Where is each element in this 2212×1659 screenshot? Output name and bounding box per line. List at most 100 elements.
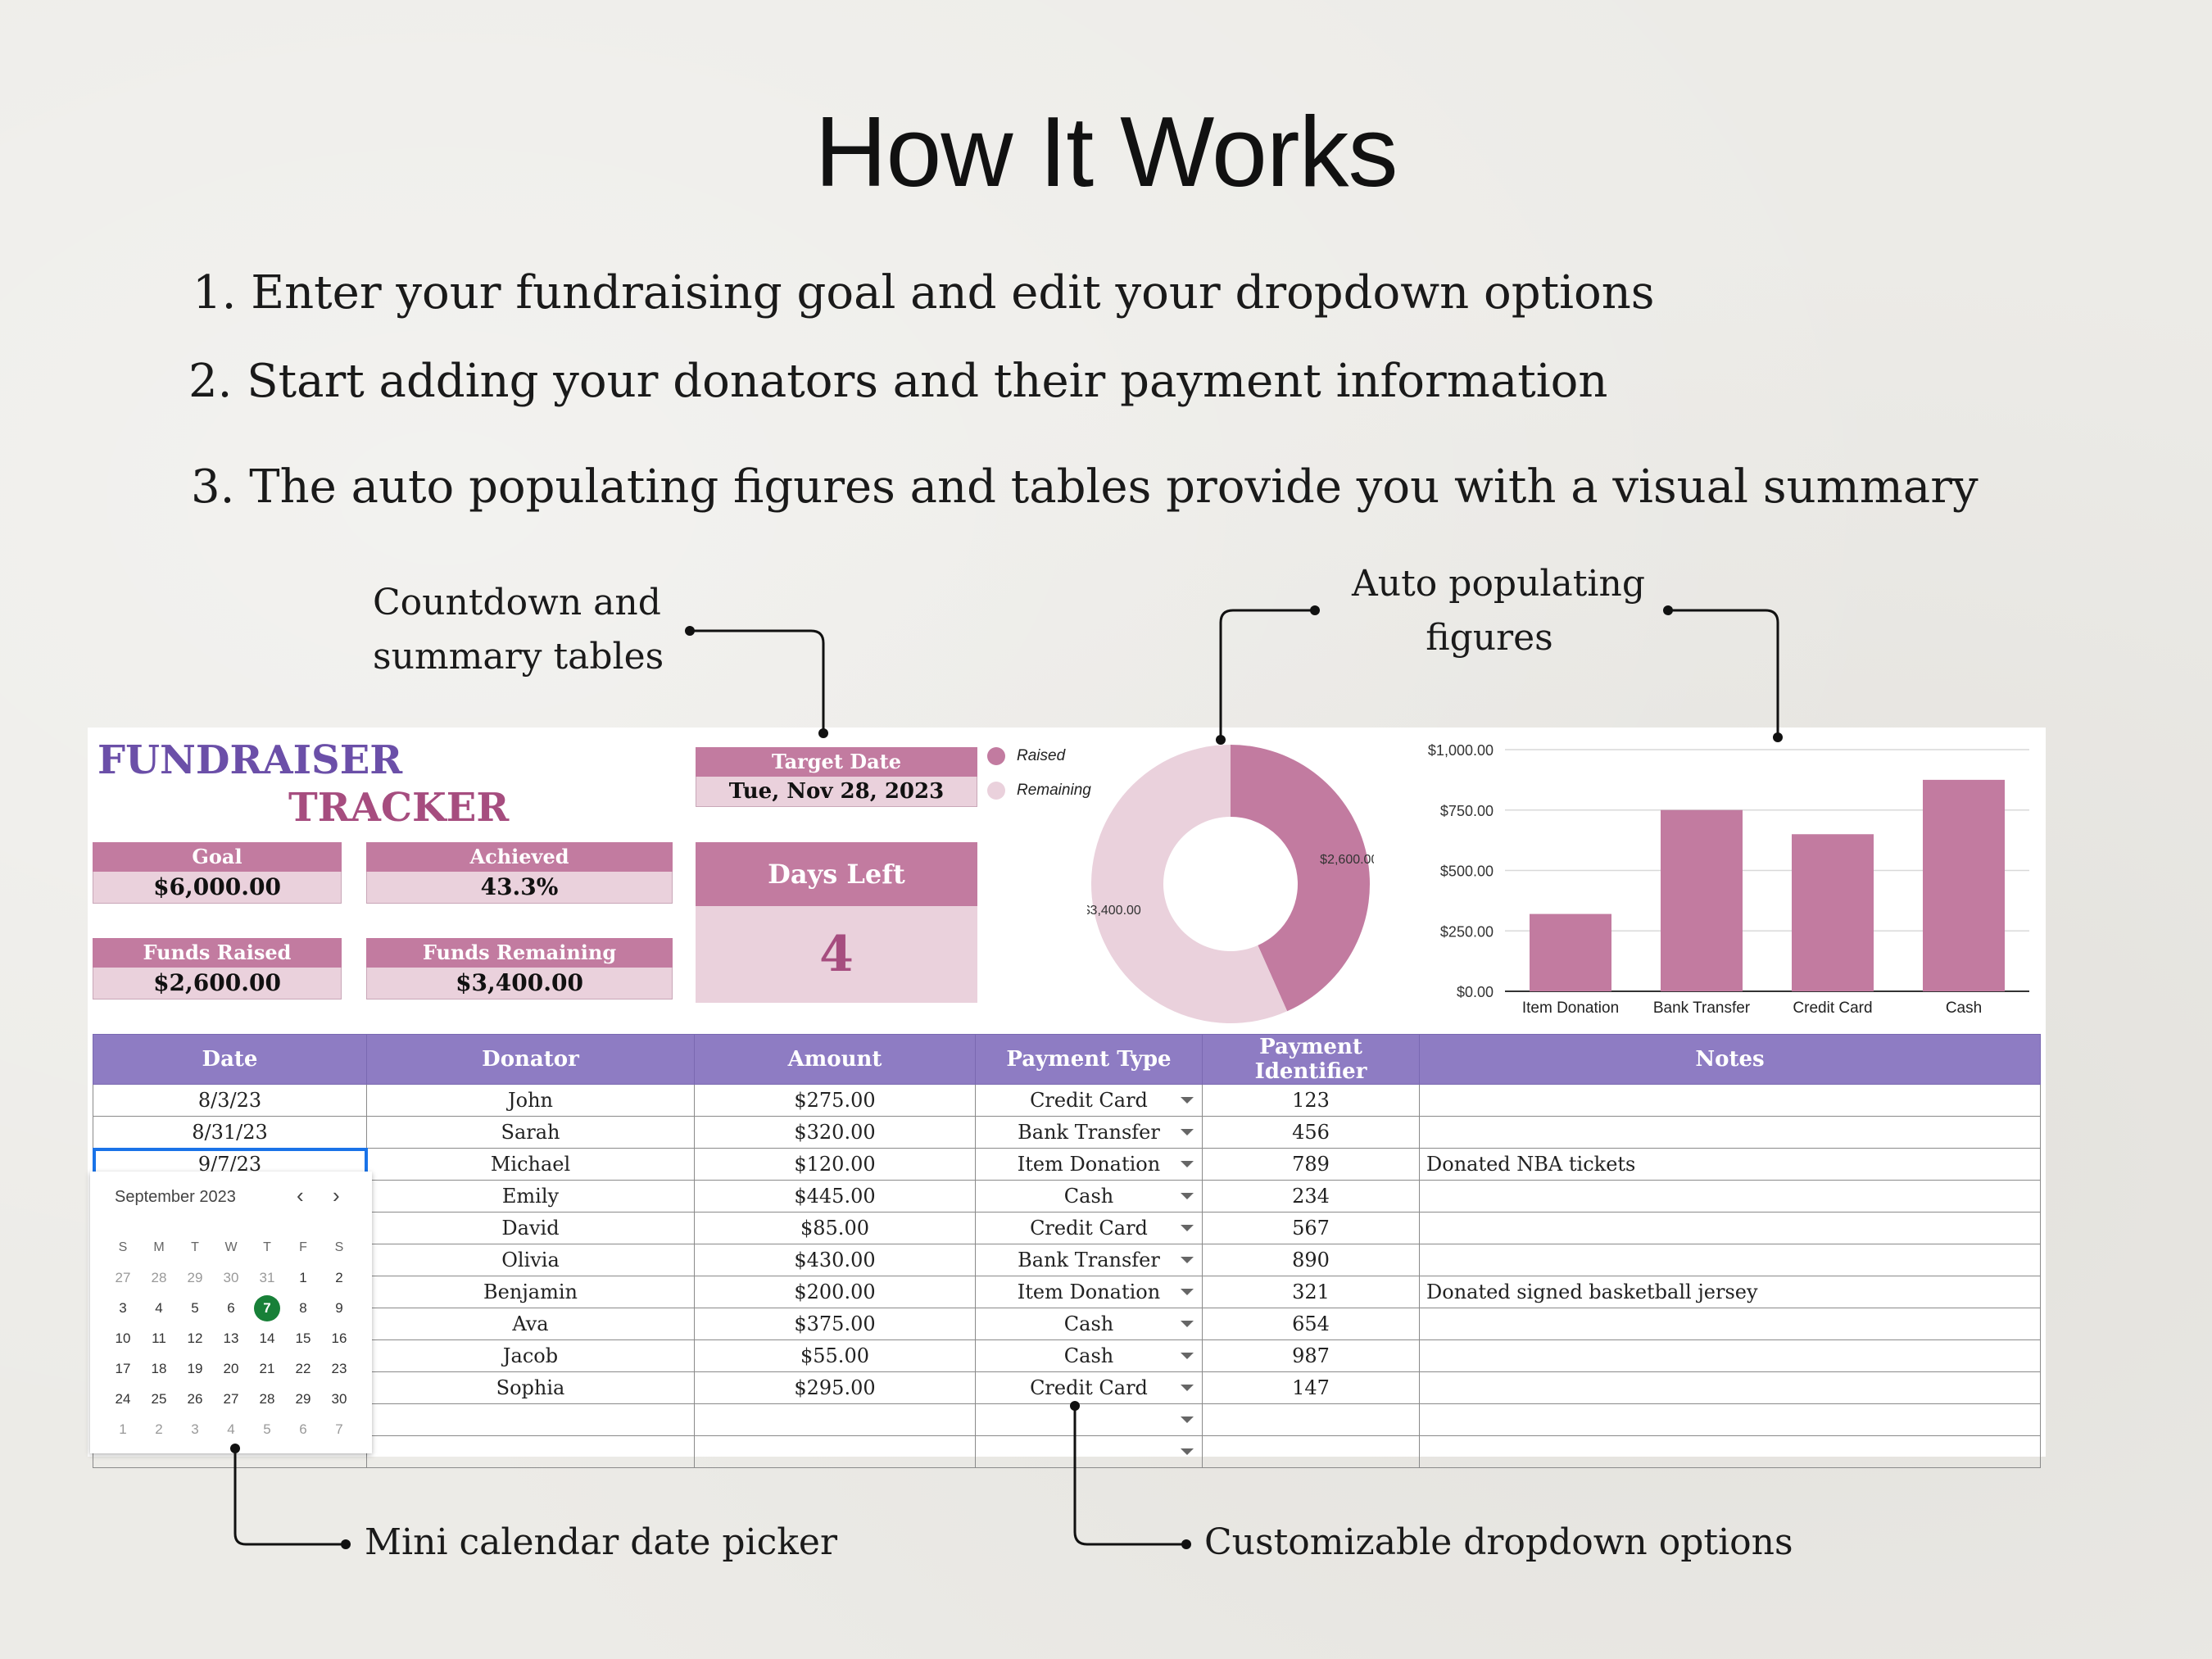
calendar-day[interactable]: 17 <box>115 1361 131 1376</box>
payment-type-dropdown[interactable]: Credit Card <box>975 1084 1203 1117</box>
calendar-day[interactable]: 30 <box>223 1270 239 1285</box>
payment-type-dropdown[interactable]: Credit Card <box>975 1212 1203 1244</box>
calendar-day[interactable]: 1 <box>299 1270 307 1285</box>
dropdown-arrow-icon[interactable] <box>1181 1289 1194 1295</box>
payment-type-dropdown[interactable]: Item Donation <box>975 1148 1203 1181</box>
dropdown-arrow-icon[interactable] <box>1181 1161 1194 1167</box>
column-header[interactable]: Donator <box>366 1034 695 1085</box>
notes-cell[interactable] <box>1419 1244 2041 1276</box>
payment-type-dropdown[interactable] <box>975 1435 1203 1468</box>
notes-cell[interactable] <box>1419 1116 2041 1149</box>
amount-cell[interactable]: $120.00 <box>694 1148 976 1181</box>
payment-identifier-cell[interactable]: 234 <box>1202 1180 1420 1213</box>
calendar-day[interactable]: 4 <box>227 1421 235 1437</box>
payment-identifier-cell[interactable]: 123 <box>1202 1084 1420 1117</box>
notes-cell[interactable] <box>1419 1212 2041 1244</box>
chevron-left-icon[interactable]: ‹ <box>297 1183 304 1208</box>
amount-cell[interactable]: $295.00 <box>694 1371 976 1404</box>
dropdown-arrow-icon[interactable] <box>1181 1193 1194 1199</box>
payment-type-dropdown[interactable] <box>975 1403 1203 1436</box>
dropdown-arrow-icon[interactable] <box>1181 1225 1194 1231</box>
notes-cell[interactable] <box>1419 1180 2041 1213</box>
calendar-day[interactable]: 18 <box>151 1361 167 1376</box>
calendar-day[interactable]: 25 <box>151 1391 167 1407</box>
payment-identifier-cell[interactable]: 654 <box>1202 1308 1420 1340</box>
payment-identifier-cell[interactable] <box>1202 1435 1420 1468</box>
payment-identifier-cell[interactable] <box>1202 1403 1420 1436</box>
payment-type-dropdown[interactable]: Cash <box>975 1308 1203 1340</box>
calendar-day[interactable]: 5 <box>263 1421 271 1437</box>
calendar-day[interactable]: 24 <box>115 1391 131 1407</box>
payment-type-dropdown[interactable]: Bank Transfer <box>975 1116 1203 1149</box>
notes-cell[interactable] <box>1419 1371 2041 1404</box>
column-header[interactable]: Amount <box>694 1034 976 1085</box>
amount-cell[interactable] <box>694 1403 976 1436</box>
calendar-day[interactable]: 27 <box>223 1391 239 1407</box>
dropdown-arrow-icon[interactable] <box>1181 1416 1194 1423</box>
donator-cell[interactable] <box>366 1403 695 1436</box>
amount-cell[interactable]: $200.00 <box>694 1276 976 1308</box>
dropdown-arrow-icon[interactable] <box>1181 1097 1194 1104</box>
payment-identifier-cell[interactable]: 987 <box>1202 1339 1420 1372</box>
chevron-right-icon[interactable]: › <box>333 1183 340 1208</box>
payment-identifier-cell[interactable]: 567 <box>1202 1212 1420 1244</box>
calendar-day[interactable]: 16 <box>331 1330 347 1346</box>
calendar-day[interactable]: 3 <box>191 1421 199 1437</box>
calendar-day[interactable]: 7 <box>249 1293 285 1323</box>
calendar-day[interactable]: 28 <box>151 1270 167 1285</box>
date-cell[interactable]: 8/31/23 <box>93 1116 367 1149</box>
dropdown-arrow-icon[interactable] <box>1181 1385 1194 1391</box>
calendar-day[interactable]: 2 <box>335 1270 343 1285</box>
calendar-day[interactable]: 3 <box>119 1300 127 1316</box>
calendar-day[interactable]: 7 <box>335 1421 343 1437</box>
calendar-day[interactable]: 13 <box>223 1330 239 1346</box>
donator-cell[interactable]: Emily <box>366 1180 695 1213</box>
donator-cell[interactable]: Michael <box>366 1148 695 1181</box>
payment-identifier-cell[interactable]: 321 <box>1202 1276 1420 1308</box>
calendar-day[interactable]: 9 <box>335 1300 343 1316</box>
calendar-day[interactable]: 14 <box>259 1330 275 1346</box>
payment-type-dropdown[interactable]: Cash <box>975 1180 1203 1213</box>
selected-day[interactable]: 7 <box>254 1295 280 1321</box>
calendar-day[interactable]: 30 <box>331 1391 347 1407</box>
calendar-day[interactable]: 19 <box>187 1361 203 1376</box>
donator-cell[interactable]: John <box>366 1084 695 1117</box>
calendar-day[interactable]: 12 <box>187 1330 203 1346</box>
notes-cell[interactable]: Donated NBA tickets <box>1419 1148 2041 1181</box>
column-header[interactable]: Payment Identifier <box>1202 1034 1420 1085</box>
calendar-day[interactable]: 1 <box>119 1421 127 1437</box>
dropdown-arrow-icon[interactable] <box>1181 1257 1194 1263</box>
payment-type-dropdown[interactable]: Cash <box>975 1339 1203 1372</box>
payment-identifier-cell[interactable]: 147 <box>1202 1371 1420 1404</box>
goal-value[interactable]: $6,000.00 <box>93 872 342 904</box>
payment-identifier-cell[interactable]: 789 <box>1202 1148 1420 1181</box>
column-header[interactable]: Notes <box>1419 1034 2041 1085</box>
amount-cell[interactable]: $430.00 <box>694 1244 976 1276</box>
dropdown-arrow-icon[interactable] <box>1181 1353 1194 1359</box>
payment-type-dropdown[interactable]: Credit Card <box>975 1371 1203 1404</box>
calendar-day[interactable]: 8 <box>299 1300 307 1316</box>
donator-cell[interactable]: Benjamin <box>366 1276 695 1308</box>
amount-cell[interactable]: $320.00 <box>694 1116 976 1149</box>
donator-cell[interactable]: Sarah <box>366 1116 695 1149</box>
calendar-day[interactable]: 27 <box>115 1270 131 1285</box>
amount-cell[interactable]: $445.00 <box>694 1180 976 1213</box>
dropdown-arrow-icon[interactable] <box>1181 1129 1194 1135</box>
notes-cell[interactable]: Donated signed basketball jersey <box>1419 1276 2041 1308</box>
dropdown-arrow-icon[interactable] <box>1181 1321 1194 1327</box>
amount-cell[interactable] <box>694 1435 976 1468</box>
notes-cell[interactable] <box>1419 1308 2041 1340</box>
calendar-day[interactable]: 22 <box>295 1361 311 1376</box>
payment-type-dropdown[interactable]: Item Donation <box>975 1276 1203 1308</box>
amount-cell[interactable]: $85.00 <box>694 1212 976 1244</box>
donator-cell[interactable] <box>366 1435 695 1468</box>
calendar-day[interactable]: 4 <box>155 1300 163 1316</box>
notes-cell[interactable] <box>1419 1339 2041 1372</box>
calendar-day[interactable]: 2 <box>155 1421 163 1437</box>
calendar-day[interactable]: 6 <box>299 1421 307 1437</box>
calendar-day[interactable]: 29 <box>187 1270 203 1285</box>
donator-cell[interactable]: David <box>366 1212 695 1244</box>
amount-cell[interactable]: $375.00 <box>694 1308 976 1340</box>
dropdown-arrow-icon[interactable] <box>1181 1448 1194 1455</box>
notes-cell[interactable] <box>1419 1435 2041 1468</box>
